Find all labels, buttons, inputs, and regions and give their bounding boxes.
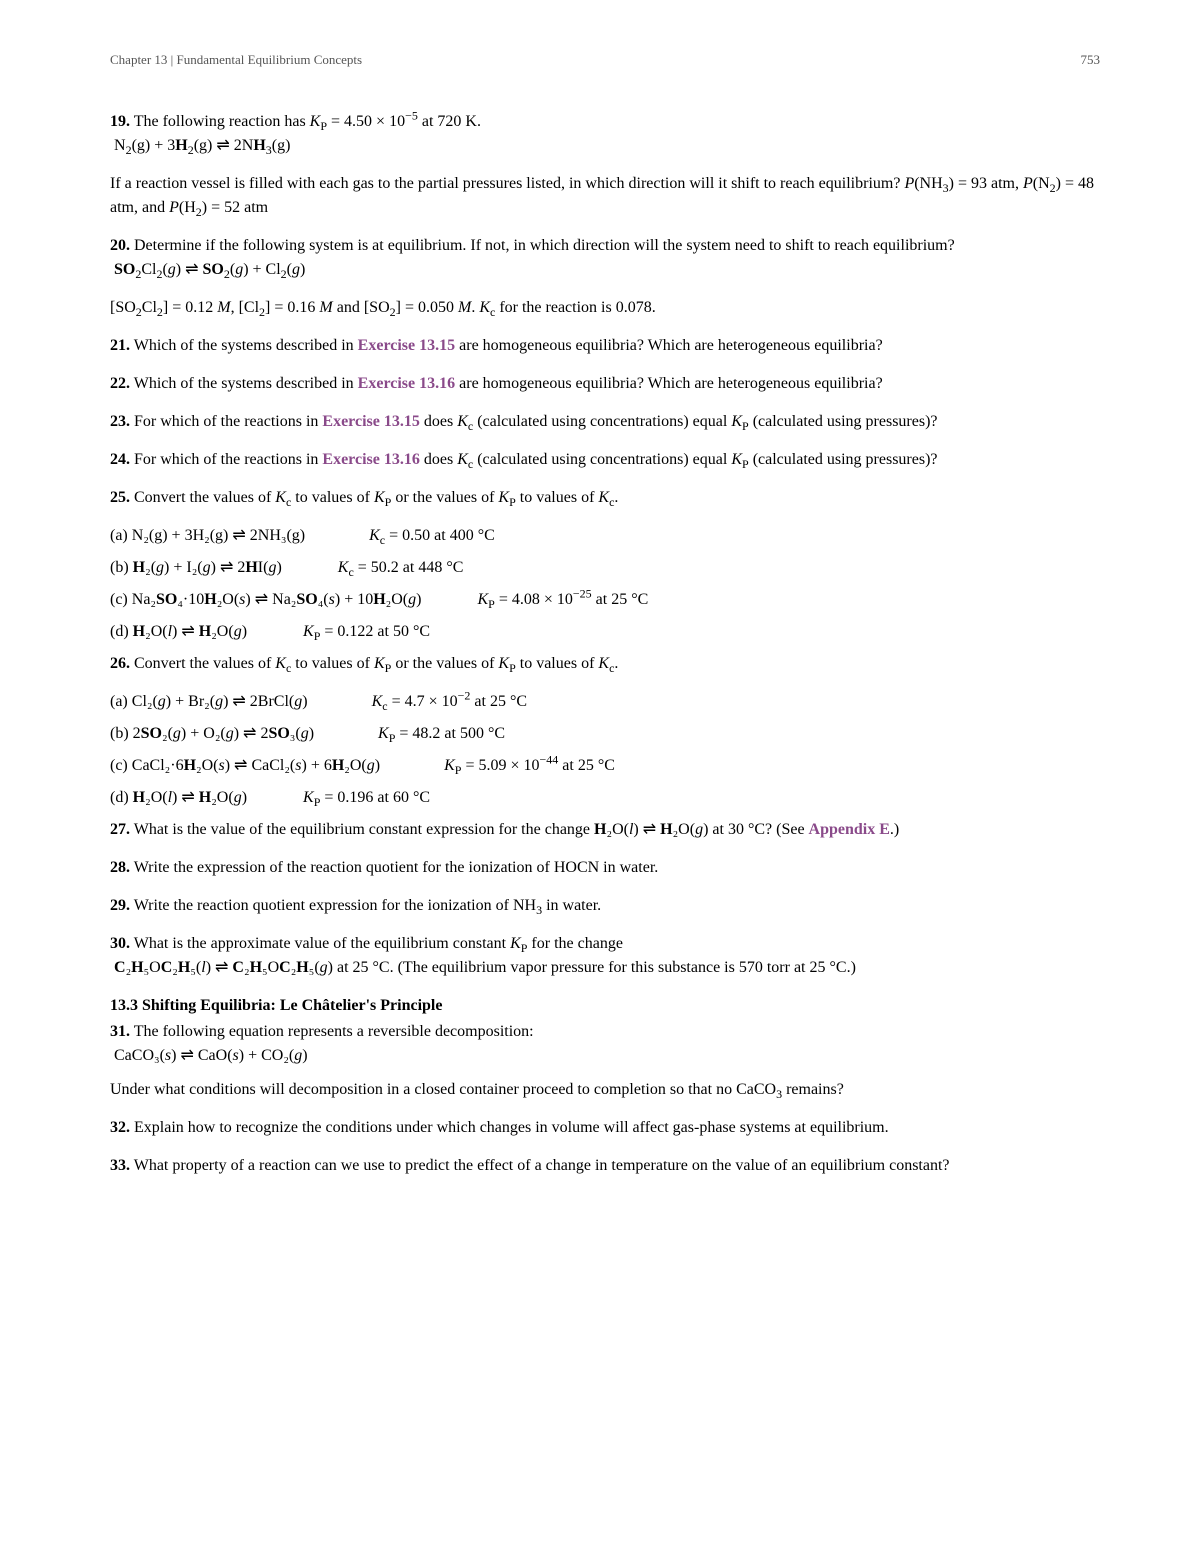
problem-26: 26. Convert the values of Kc to values o… [110, 652, 1100, 676]
problem-26b: (b) 2SO₂(g) + O₂(g) ⇌ 2SO₃(g) KP = 48.2 … [110, 722, 1100, 746]
problem-text: Which of the systems described in [134, 375, 358, 392]
problem-text: Determine if the following system is at … [134, 237, 955, 254]
problem-31-followup: Under what conditions will decomposition… [110, 1078, 1100, 1102]
problem-text: What is the value of the equilibrium con… [134, 821, 594, 838]
problem-number: 21. [110, 337, 130, 354]
problem-21: 21. Which of the systems described in Ex… [110, 334, 1100, 358]
problem-27: 27. What is the value of the equilibrium… [110, 818, 1100, 842]
problem-20-followup: [SO2Cl2] = 0.12 M, [Cl2] = 0.16 M and [S… [110, 296, 1100, 320]
problem-26d: (d) H₂O(l) ⇌ H₂O(g) KP = 0.196 at 60 °C [110, 786, 1100, 810]
problem-25b: (b) H₂(g) + I₂(g) ⇌ 2HI(g) Kc = 50.2 at … [110, 556, 1100, 580]
problem-text: are homogeneous equilibria? Which are he… [455, 375, 883, 392]
equation: C₂H₅OC₂H₅(l) ⇌ C₂H₅OC₂H₅(g) [110, 959, 333, 976]
problem-31: 31. The following equation represents a … [110, 1020, 1100, 1068]
problem-text: Write the expression of the reaction quo… [134, 859, 659, 876]
problem-number: 28. [110, 859, 130, 876]
exercise-link[interactable]: Exercise 13.16 [358, 375, 455, 392]
problem-text: For which of the reactions in [134, 451, 322, 468]
problem-26c: (c) CaCl₂·6H₂O(s) ⇌ CaCl₂(s) + 6H₂O(g) K… [110, 754, 1100, 778]
problem-25a: (a) N₂(g) + 3H₂(g) ⇌ 2NH₃(g) Kc = 0.50 a… [110, 524, 1100, 548]
problem-20: 20. Determine if the following system is… [110, 234, 1100, 282]
problem-23: 23. For which of the reactions in Exerci… [110, 410, 1100, 434]
problem-number: 27. [110, 821, 130, 838]
problem-22: 22. Which of the systems described in Ex… [110, 372, 1100, 396]
problem-text: Explain how to recognize the conditions … [134, 1119, 889, 1136]
problem-number: 19. [110, 113, 130, 130]
problem-number: 33. [110, 1157, 130, 1174]
problem-number: 29. [110, 897, 130, 914]
problem-number: 22. [110, 375, 130, 392]
problem-number: 31. [110, 1023, 130, 1040]
problem-text: Convert the values of Kc to values of KP… [134, 489, 618, 506]
problem-25d: (d) H₂O(l) ⇌ H₂O(g) KP = 0.122 at 50 °C [110, 620, 1100, 644]
problem-text: What is the approximate value of the equ… [134, 935, 623, 952]
problem-text: Write the reaction quotient expression f… [134, 897, 601, 914]
exercise-link[interactable]: Exercise 13.15 [358, 337, 455, 354]
problem-29: 29. Write the reaction quotient expressi… [110, 894, 1100, 918]
problem-text: For which of the reactions in [134, 413, 322, 430]
problem-26a: (a) Cl₂(g) + Br₂(g) ⇌ 2BrCl(g) Kc = 4.7 … [110, 690, 1100, 714]
problem-text: The following reaction has KP = 4.50 × 1… [134, 113, 481, 130]
problem-number: 25. [110, 489, 130, 506]
problem-19-followup: If a reaction vessel is filled with each… [110, 172, 1100, 220]
exercise-link[interactable]: Exercise 13.15 [322, 413, 419, 430]
problem-number: 26. [110, 655, 130, 672]
problem-19: 19. The following reaction has KP = 4.50… [110, 110, 1100, 158]
chapter-label: Chapter 13 | Fundamental Equilibrium Con… [110, 50, 362, 70]
equation: SO2Cl2(g) ⇌ SO2(g) + Cl2(g) [110, 261, 305, 278]
page-header: Chapter 13 | Fundamental Equilibrium Con… [110, 50, 1100, 70]
problem-30: 30. What is the approximate value of the… [110, 932, 1100, 980]
problem-number: 32. [110, 1119, 130, 1136]
problem-24: 24. For which of the reactions in Exerci… [110, 448, 1100, 472]
problem-28: 28. Write the expression of the reaction… [110, 856, 1100, 880]
problem-32: 32. Explain how to recognize the conditi… [110, 1116, 1100, 1140]
page-number: 753 [1081, 50, 1101, 70]
problem-33: 33. What property of a reaction can we u… [110, 1154, 1100, 1178]
problem-text: What property of a reaction can we use t… [134, 1157, 950, 1174]
problem-text: are homogeneous equilibria? Which are he… [455, 337, 883, 354]
problem-number: 30. [110, 935, 130, 952]
exercise-link[interactable]: Exercise 13.16 [322, 451, 419, 468]
equation: CaCO₃(s) ⇌ CaO(s) + CO₂(g) [110, 1047, 308, 1064]
problem-text: The following equation represents a reve… [134, 1023, 534, 1040]
problem-text: Convert the values of Kc to values of KP… [134, 655, 618, 672]
problem-25: 25. Convert the values of Kc to values o… [110, 486, 1100, 510]
problem-25c: (c) Na₂SO₄·10H₂O(s) ⇌ Na₂SO₄(s) + 10H₂O(… [110, 588, 1100, 612]
equation: N2(g) + 3H2(g) ⇌ 2NH3(g) [110, 137, 290, 154]
problem-number: 20. [110, 237, 130, 254]
problem-number: 23. [110, 413, 130, 430]
problem-text: Which of the systems described in [134, 337, 358, 354]
appendix-link[interactable]: Appendix E [809, 821, 890, 838]
equation: H₂O(l) ⇌ H₂O(g) [594, 821, 708, 838]
problem-number: 24. [110, 451, 130, 468]
section-heading: 13.3 Shifting Equilibria: Le Châtelier's… [110, 994, 1100, 1018]
